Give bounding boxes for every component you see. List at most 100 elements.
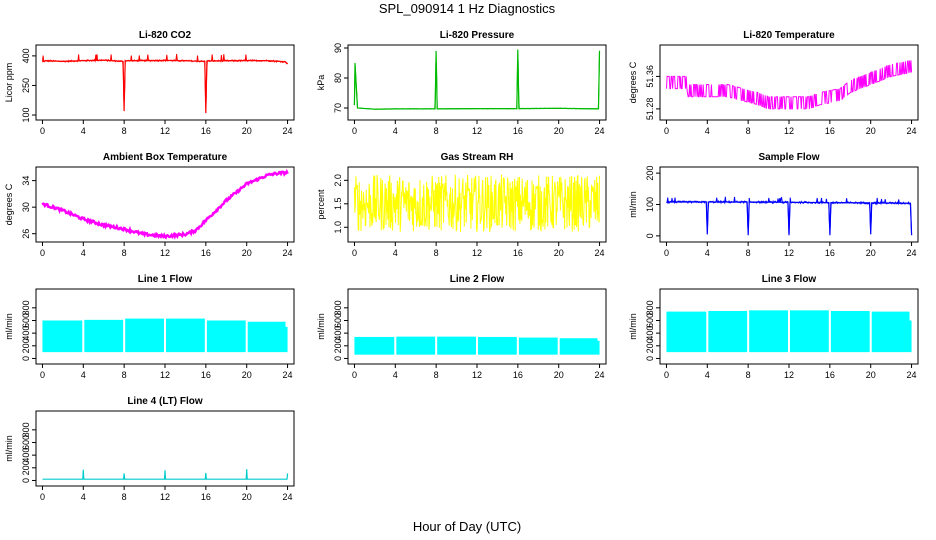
series-line bbox=[353, 49, 601, 110]
x-tick-label: 16 bbox=[825, 370, 835, 380]
x-tick-label: 4 bbox=[81, 370, 86, 380]
flow-band bbox=[125, 318, 164, 353]
y-tick-label: 0 bbox=[645, 233, 655, 238]
flow-band-tail bbox=[597, 340, 600, 355]
panel-2: Li-820 Pressure 0 4 8 12 16 20 24 70 80 90 kPa bbox=[316, 30, 607, 136]
x-tick-label: 8 bbox=[434, 126, 439, 136]
y-tick-label: 100 bbox=[21, 108, 31, 123]
x-tick-label: 16 bbox=[513, 126, 523, 136]
y-tick-label: 200 bbox=[645, 166, 655, 181]
x-tick-label: 0 bbox=[40, 126, 45, 136]
y-axis-label: ml/min bbox=[628, 313, 638, 340]
y-tick-label: 0 bbox=[21, 356, 31, 361]
panel-title: Line 4 (LT) Flow bbox=[127, 396, 203, 407]
x-tick-label: 24 bbox=[283, 370, 293, 380]
panel-6: Sample Flow 0 4 8 12 16 20 24 0 100 200 ml/min bbox=[628, 152, 919, 258]
y-axis-label: degrees C bbox=[4, 183, 14, 225]
y-tick-label: 800 bbox=[21, 422, 31, 437]
y-tick-label: 600 bbox=[645, 313, 655, 328]
y-axis-label: degrees C bbox=[628, 61, 638, 103]
flow-band bbox=[871, 311, 910, 353]
flow-band bbox=[437, 336, 476, 355]
x-tick-label: 12 bbox=[160, 126, 170, 136]
x-tick-label: 20 bbox=[242, 126, 252, 136]
flow-band bbox=[84, 319, 124, 353]
x-tick-label: 4 bbox=[81, 492, 86, 502]
x-tick-label: 8 bbox=[746, 126, 751, 136]
x-tick-label: 20 bbox=[866, 248, 876, 258]
y-tick-label: 800 bbox=[645, 300, 655, 315]
x-tick-label: 12 bbox=[160, 492, 170, 502]
y-tick-label: 400 bbox=[333, 326, 343, 341]
x-tick-label: 24 bbox=[283, 248, 293, 258]
x-tick-label: 12 bbox=[472, 370, 482, 380]
y-tick-label: 30 bbox=[21, 202, 31, 212]
x-tick-label: 12 bbox=[160, 370, 170, 380]
flow-band bbox=[166, 318, 205, 353]
x-tick-label: 24 bbox=[283, 126, 293, 136]
x-tick-label: 4 bbox=[393, 126, 398, 136]
series-line bbox=[666, 60, 913, 110]
x-tick-label: 24 bbox=[907, 370, 917, 380]
y-axis-label: ml/min bbox=[628, 191, 638, 218]
x-tick-label: 4 bbox=[705, 370, 710, 380]
flow-band-tail bbox=[909, 320, 912, 353]
x-tick-label: 8 bbox=[122, 126, 127, 136]
y-axis-label: ml/min bbox=[316, 313, 326, 340]
series-line bbox=[42, 469, 289, 480]
panel-10: Line 4 (LT) Flow 0 4 8 12 16 20 24 0 200400600800… bbox=[4, 396, 295, 502]
panel-title: Ambient Box Temperature bbox=[103, 152, 228, 163]
y-axis-label: ml/min bbox=[4, 313, 14, 340]
panel-title: Line 1 Flow bbox=[138, 274, 193, 285]
y-tick-label: 90 bbox=[333, 43, 343, 53]
flow-band bbox=[354, 336, 395, 355]
x-tick-label: 8 bbox=[746, 248, 751, 258]
figure-title: SPL_090914 1 Hz Diagnostics bbox=[379, 1, 556, 16]
x-tick-label: 0 bbox=[352, 370, 357, 380]
x-tick-label: 20 bbox=[242, 248, 252, 258]
x-tick-label: 20 bbox=[866, 370, 876, 380]
panel-title: Gas Stream RH bbox=[441, 152, 514, 163]
flow-band bbox=[206, 320, 246, 353]
x-tick-label: 0 bbox=[664, 370, 669, 380]
x-tick-label: 12 bbox=[472, 126, 482, 136]
x-tick-label: 24 bbox=[907, 248, 917, 258]
x-tick-label: 20 bbox=[554, 126, 564, 136]
y-tick-label: 600 bbox=[21, 435, 31, 450]
y-tick-label: 600 bbox=[333, 313, 343, 328]
y-tick-label: 400 bbox=[21, 448, 31, 463]
x-tick-label: 0 bbox=[40, 370, 45, 380]
x-tick-label: 0 bbox=[352, 248, 357, 258]
panel-5: Gas Stream RH 0 4 8 12 16 20 24 1.0 1.5 2.0 percent bbox=[316, 152, 607, 258]
panel-3: Li-820 Temperature 0 4 8 12 16 20 24 51.28 51.36 d… bbox=[628, 30, 919, 136]
x-tick-label: 20 bbox=[866, 126, 876, 136]
x-tick-label: 24 bbox=[595, 248, 605, 258]
panel-title: Li-820 CO2 bbox=[139, 30, 192, 41]
x-tick-label: 0 bbox=[40, 248, 45, 258]
y-tick-label: 800 bbox=[21, 300, 31, 315]
y-tick-label: 200 bbox=[21, 338, 31, 353]
x-tick-label: 8 bbox=[434, 248, 439, 258]
x-tick-label: 0 bbox=[664, 126, 669, 136]
x-tick-label: 20 bbox=[554, 370, 564, 380]
flow-band bbox=[478, 336, 517, 355]
panel-1: Li-820 CO2 0 4 8 12 16 20 24 100 250 400 Licor ppm bbox=[4, 30, 295, 136]
y-tick-label: 200 bbox=[645, 338, 655, 353]
x-tick-label: 20 bbox=[242, 370, 252, 380]
y-axis-label: ml/min bbox=[4, 435, 14, 462]
y-tick-label: 400 bbox=[21, 48, 31, 63]
figure-xlabel: Hour of Day (UTC) bbox=[413, 519, 521, 534]
y-tick-label: 400 bbox=[645, 326, 655, 341]
x-tick-label: 4 bbox=[393, 370, 398, 380]
flow-band bbox=[749, 310, 788, 353]
x-tick-label: 8 bbox=[122, 370, 127, 380]
x-tick-label: 4 bbox=[705, 126, 710, 136]
series-line bbox=[42, 59, 289, 114]
series-line bbox=[666, 201, 913, 236]
x-tick-label: 4 bbox=[81, 248, 86, 258]
x-tick-label: 24 bbox=[283, 492, 293, 502]
